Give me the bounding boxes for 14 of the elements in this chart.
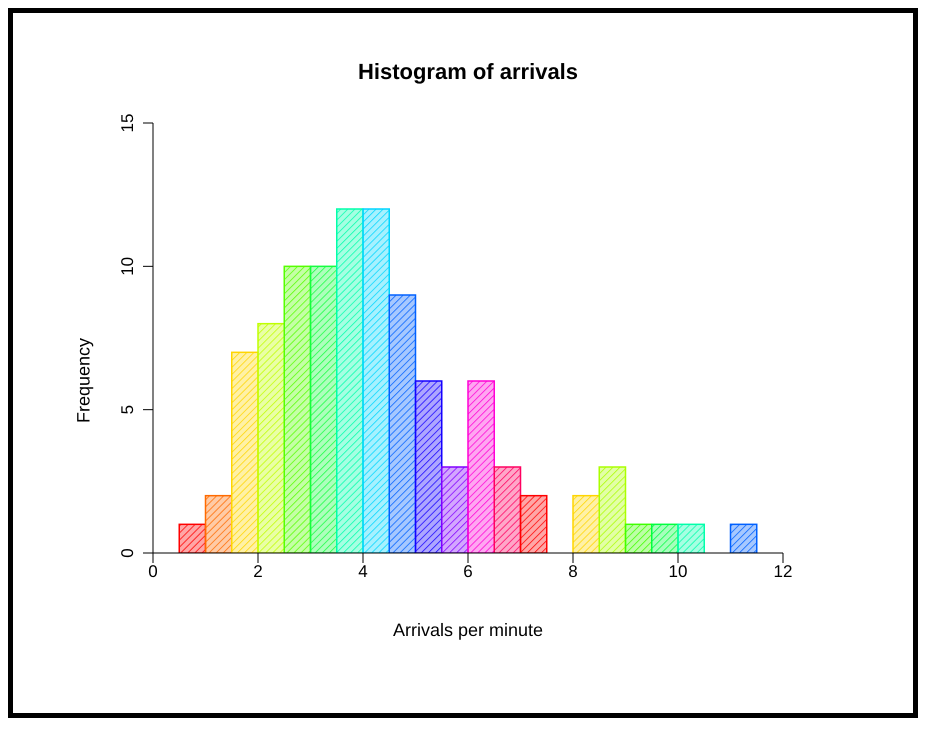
x-tick-label: 10 — [668, 562, 688, 582]
x-tick-label: 12 — [774, 562, 792, 582]
x-tick-label: 6 — [463, 562, 473, 582]
chart-title: Histogram of arrivals — [356, 59, 580, 85]
y-tick-label: 5 — [118, 404, 137, 414]
y-tick-label: 10 — [118, 256, 137, 276]
x-tick-label: 4 — [358, 562, 368, 582]
x-axis-title: Arrivals per minute — [392, 620, 544, 640]
x-tick-label: 2 — [253, 562, 263, 582]
x-tick-label: 0 — [148, 562, 158, 582]
y-tick-label: 15 — [118, 114, 137, 132]
x-tick-label: 8 — [568, 562, 578, 582]
y-axis-title: Frequency — [73, 338, 94, 424]
y-tick-label: 0 — [118, 548, 137, 558]
